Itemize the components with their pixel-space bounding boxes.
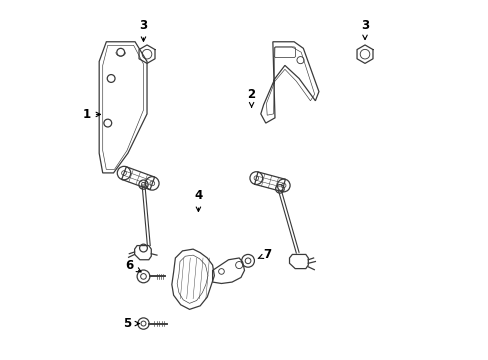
Text: 5: 5 xyxy=(123,317,139,330)
Text: 6: 6 xyxy=(125,258,141,272)
Text: 1: 1 xyxy=(82,108,100,121)
Text: 3: 3 xyxy=(139,19,147,41)
Text: 4: 4 xyxy=(194,189,202,211)
Text: 7: 7 xyxy=(258,248,271,261)
Text: 3: 3 xyxy=(360,19,368,40)
Text: 2: 2 xyxy=(247,89,255,107)
